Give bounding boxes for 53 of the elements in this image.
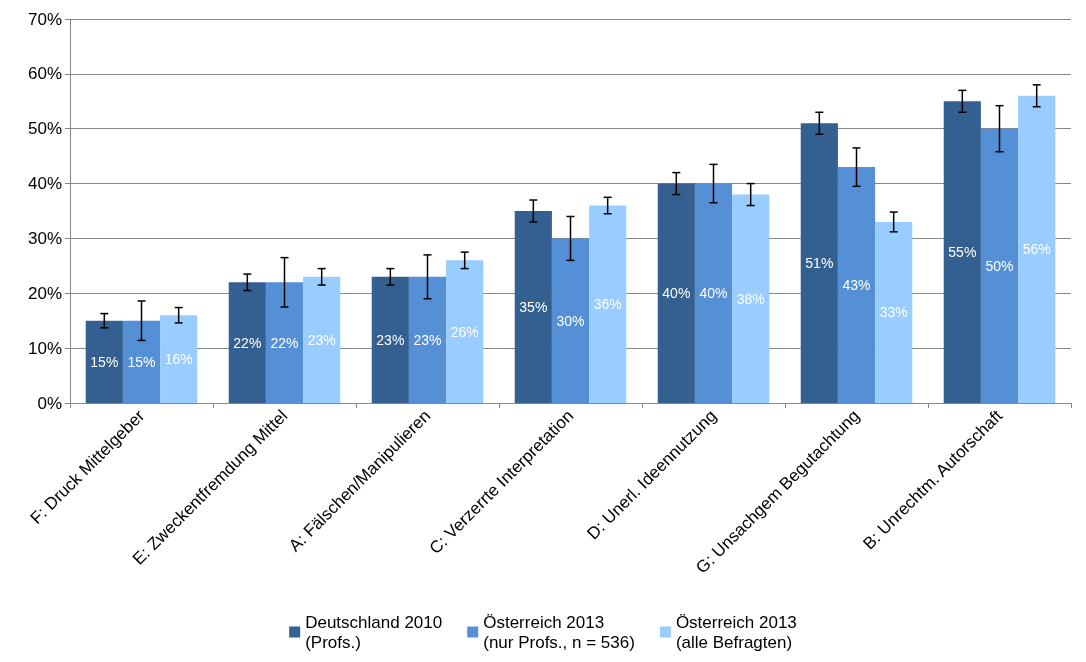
legend-label: Österreich 2013 (alle Befragten) xyxy=(675,612,797,652)
bar xyxy=(85,320,123,403)
bar xyxy=(1018,95,1056,403)
y-tick-label: 60% xyxy=(27,64,62,84)
data-label: 40% xyxy=(662,285,691,302)
bar xyxy=(408,276,447,403)
data-label: 51% xyxy=(805,255,834,272)
bar xyxy=(943,101,981,403)
data-label: 56% xyxy=(1022,241,1051,258)
data-label: 30% xyxy=(556,312,585,329)
data-label: 38% xyxy=(736,290,765,307)
data-label: 22% xyxy=(270,334,299,351)
bar xyxy=(122,320,161,403)
y-tick-label: 10% xyxy=(27,338,62,358)
data-label: 23% xyxy=(307,331,336,348)
data-label: 33% xyxy=(879,304,908,321)
y-tick-label: 70% xyxy=(27,9,62,29)
bar xyxy=(446,260,484,403)
data-label: 36% xyxy=(593,296,622,313)
y-tick-label: 50% xyxy=(27,119,62,139)
bar xyxy=(303,276,341,403)
data-label: 43% xyxy=(842,277,871,294)
data-label: 50% xyxy=(985,257,1014,274)
data-label: 15% xyxy=(90,353,119,370)
y-tick-label: 20% xyxy=(27,283,62,303)
y-tick-label: 0% xyxy=(37,393,62,413)
bar xyxy=(265,282,304,403)
data-label: 16% xyxy=(164,351,193,368)
bar xyxy=(228,282,266,403)
legend-label: Deutschland 2010 (Profs.) xyxy=(305,612,443,652)
bar xyxy=(657,183,695,403)
data-label: 35% xyxy=(519,299,548,315)
bar xyxy=(371,276,409,403)
data-label: 23% xyxy=(376,331,405,348)
bar xyxy=(875,221,913,403)
legend-label: Österreich 2013 (nur Profs., n = 536) xyxy=(483,612,635,652)
bar xyxy=(694,183,733,403)
y-tick-label: 40% xyxy=(27,174,62,194)
bar xyxy=(980,128,1019,403)
data-label: 26% xyxy=(450,323,479,340)
data-label: 22% xyxy=(233,334,262,351)
data-label: 23% xyxy=(413,331,442,348)
bar xyxy=(514,211,552,403)
data-label: 55% xyxy=(948,244,977,261)
data-label: 15% xyxy=(127,353,156,370)
bar xyxy=(837,167,876,403)
data-label: 40% xyxy=(699,285,728,302)
bar xyxy=(589,205,627,403)
bar xyxy=(160,315,198,403)
bar xyxy=(800,123,838,403)
bar xyxy=(551,238,590,403)
y-tick-label: 30% xyxy=(27,228,62,248)
bar xyxy=(732,194,770,403)
